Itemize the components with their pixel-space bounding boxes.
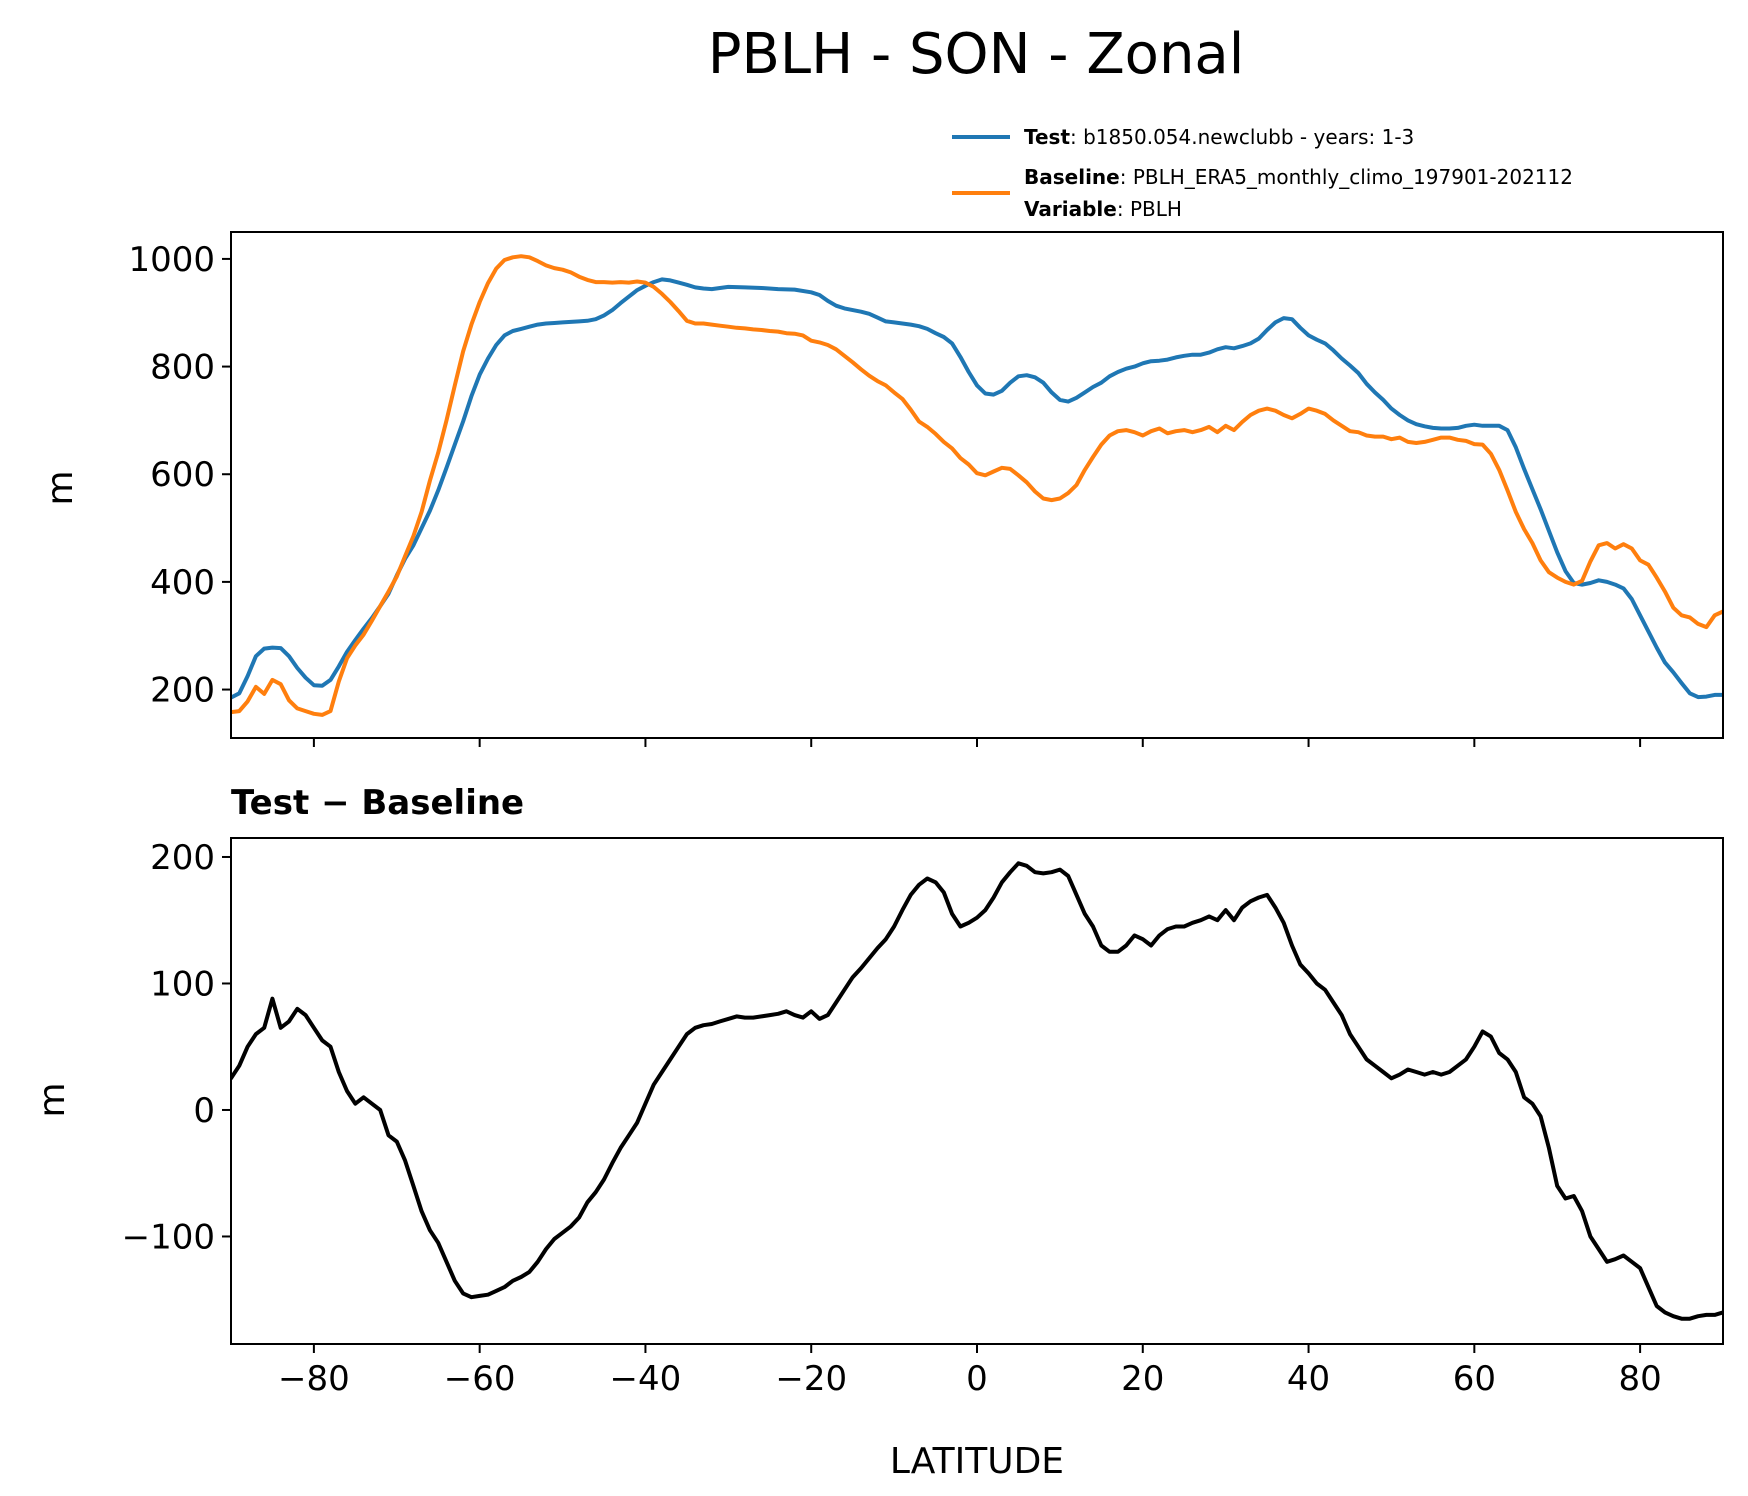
top-ytick-label: 600	[150, 455, 215, 495]
legend: Test: b1850.054.newclubb - years: 1-3 Ba…	[952, 125, 1573, 221]
bottom-plot-frame	[230, 837, 1724, 1345]
panel-top: m 200 400 600 800 1000	[40, 231, 1724, 747]
top-series-test-line	[231, 277, 1723, 700]
legend-baseline-entry: Baseline: PBLH_ERA5_monthly_climo_197901…	[1024, 165, 1573, 189]
bottom-xtick-label: −20	[775, 1359, 847, 1399]
bottom-ytick-label: 100	[150, 964, 215, 1004]
bottom-xtick-label: −80	[278, 1359, 350, 1399]
legend-variable-value: : PBLH	[1117, 197, 1182, 221]
bottom-xtick-label: 60	[1453, 1359, 1496, 1399]
bottom-xlabel: LATITUDE	[890, 1441, 1064, 1482]
figure-title: PBLH - SON - Zonal	[708, 22, 1245, 87]
top-ytick-label: 400	[150, 563, 215, 603]
top-ytick-label: 800	[150, 348, 215, 388]
bottom-xtick-label: 40	[1287, 1359, 1330, 1399]
legend-test-entry: Test: b1850.054.newclubb - years: 1-3	[1024, 125, 1414, 149]
top-lines	[231, 254, 1723, 717]
bottom-xtick-label: −60	[444, 1359, 516, 1399]
bottom-ytick-label: −100	[122, 1217, 215, 1257]
bottom-ylabel: m	[32, 1082, 73, 1117]
legend-baseline-value: : PBLH_ERA5_monthly_climo_197901-202112	[1120, 165, 1573, 189]
bottom-ticks: −100 0 100 200 −80 −60 −40 −20 0 20 40 60 80	[122, 838, 1662, 1399]
legend-test-key: Test	[1024, 125, 1070, 149]
bottom-ytick-label: 200	[150, 838, 215, 878]
top-ytick-label: 1000	[128, 240, 215, 280]
legend-baseline-key: Baseline	[1024, 165, 1120, 189]
top-ylabel: m	[40, 470, 81, 505]
bottom-xtick-label: 0	[966, 1359, 988, 1399]
bottom-series-diff-line	[231, 861, 1723, 1321]
top-series-baseline-line	[231, 254, 1723, 717]
legend-test-value: : b1850.054.newclubb - years: 1-3	[1070, 125, 1414, 149]
bottom-xtick-label: −40	[610, 1359, 682, 1399]
bottom-lines	[231, 861, 1723, 1321]
top-ticks: 200 400 600 800 1000	[128, 240, 1642, 747]
bottom-xtick-label: 20	[1121, 1359, 1164, 1399]
legend-variable-entry: Variable: PBLH	[1024, 197, 1182, 221]
bottom-ytick-label: 0	[193, 1091, 215, 1131]
legend-variable-key: Variable	[1024, 197, 1117, 221]
top-ytick-label: 200	[150, 671, 215, 711]
panel-bottom: Test − Baseline m LATITUDE −1000100200−8…	[32, 783, 1724, 1482]
top-plot-frame	[230, 231, 1724, 739]
bottom-xtick-label: 80	[1618, 1359, 1661, 1399]
bottom-panel-title: Test − Baseline	[231, 783, 524, 823]
